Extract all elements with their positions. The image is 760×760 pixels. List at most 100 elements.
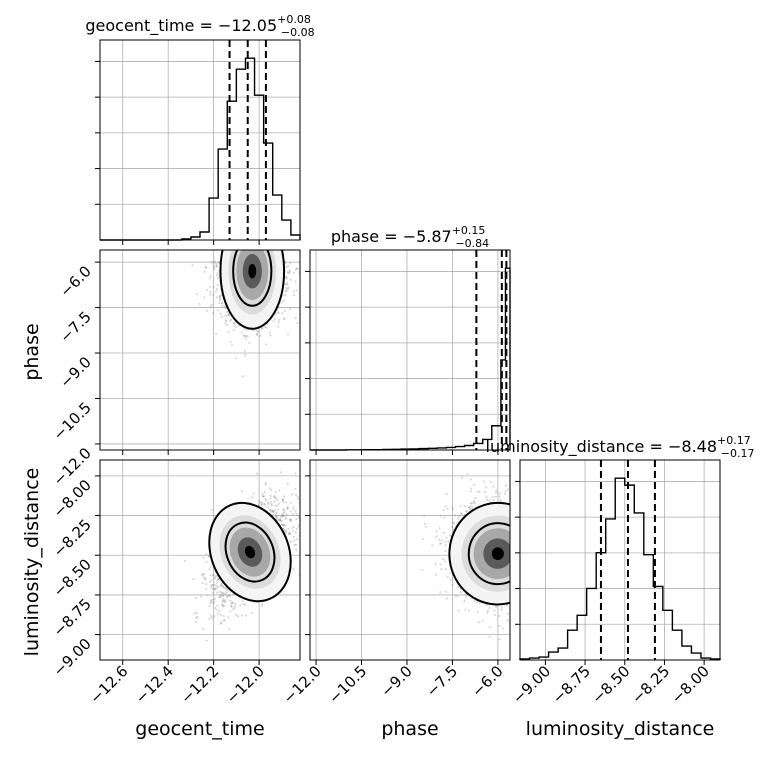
sample-point <box>222 591 225 595</box>
sample-point <box>528 596 530 598</box>
sample-point <box>499 500 502 503</box>
sample-point <box>529 589 531 591</box>
sample-point <box>313 521 315 523</box>
sample-point <box>530 509 532 511</box>
sample-point <box>524 535 526 537</box>
sample-point <box>274 512 277 515</box>
panel-content <box>421 472 548 641</box>
sample-point <box>221 591 224 594</box>
sample-point <box>515 561 517 563</box>
sample-point <box>210 303 213 306</box>
sample-point <box>525 521 527 523</box>
sample-point <box>250 496 254 499</box>
sample-point <box>273 317 276 320</box>
sample-point <box>206 594 209 597</box>
sample-point <box>294 472 297 475</box>
sample-point <box>517 535 519 537</box>
sample-point <box>211 261 215 264</box>
sample-point <box>275 511 278 514</box>
sample-point <box>280 523 284 526</box>
sample-point <box>272 510 275 514</box>
sample-point <box>501 627 504 630</box>
sample-point <box>460 476 463 479</box>
sample-point <box>244 603 247 606</box>
sample-point <box>526 472 528 474</box>
sample-point <box>498 495 501 498</box>
sample-point <box>469 505 472 508</box>
sample-point <box>541 542 543 544</box>
sample-point <box>288 532 291 536</box>
sample-point <box>237 615 240 618</box>
sample-point <box>284 293 287 297</box>
sample-point <box>223 305 227 308</box>
sample-point <box>539 541 541 543</box>
sample-point <box>523 521 525 523</box>
sample-point <box>288 270 291 273</box>
sample-point <box>296 525 300 528</box>
sample-point <box>512 531 514 533</box>
sample-point <box>444 540 447 543</box>
sample-point <box>536 512 538 514</box>
sample-point <box>512 550 514 552</box>
sample-point <box>511 586 513 588</box>
sample-point <box>279 471 282 474</box>
sample-point <box>524 606 526 608</box>
sample-point <box>296 267 299 270</box>
sample-point <box>285 265 288 268</box>
sample-point <box>522 527 524 529</box>
scatter-panel-geocent-time-luminosity-distance: −12.6 −12.4 −12.2 −12.0−9.00−8.75−8.50−8.25… <box>50 459 334 707</box>
sample-point <box>538 545 540 547</box>
sample-point <box>525 590 527 592</box>
sample-point <box>224 587 227 590</box>
sample-point <box>539 562 541 564</box>
sample-point <box>230 602 233 605</box>
sample-point <box>232 322 235 325</box>
sample-point <box>434 562 437 566</box>
sample-point <box>223 586 226 590</box>
sample-point <box>527 531 529 533</box>
sample-point <box>524 555 526 557</box>
sample-point <box>494 495 497 498</box>
sample-point <box>514 561 516 563</box>
sample-point <box>511 531 513 533</box>
sample-point <box>221 600 224 603</box>
sample-point <box>453 514 456 517</box>
sample-point <box>294 510 297 513</box>
sample-point <box>534 576 536 578</box>
sample-point <box>332 504 334 506</box>
sample-point <box>513 571 515 573</box>
sample-point <box>470 502 473 505</box>
sample-point <box>281 515 284 518</box>
sample-point <box>472 501 475 504</box>
sample-point <box>283 309 286 312</box>
sample-point <box>275 515 278 518</box>
sample-point <box>513 511 515 513</box>
histogram-step <box>100 57 301 241</box>
sample-point <box>212 601 215 604</box>
sample-point <box>261 495 264 498</box>
sample-point <box>517 613 519 615</box>
sample-point <box>540 578 542 580</box>
sample-point <box>224 322 227 325</box>
sample-point <box>445 493 448 496</box>
sample-point <box>522 561 524 563</box>
sample-point <box>222 594 225 598</box>
sample-point <box>514 540 516 542</box>
sample-point <box>546 565 548 567</box>
sample-point <box>257 330 260 333</box>
sample-point <box>522 559 524 561</box>
sample-point <box>524 596 526 598</box>
sample-point <box>541 541 543 543</box>
sample-point <box>291 513 294 516</box>
sample-point <box>215 575 218 578</box>
sample-point <box>277 518 280 521</box>
sample-point <box>217 261 220 264</box>
sample-point <box>229 340 232 343</box>
sample-point <box>522 621 524 623</box>
sample-point <box>297 498 300 501</box>
sample-point <box>230 605 233 608</box>
sample-point <box>295 548 298 552</box>
sample-point <box>541 556 543 558</box>
sample-point <box>223 600 226 603</box>
sample-point <box>517 566 519 568</box>
